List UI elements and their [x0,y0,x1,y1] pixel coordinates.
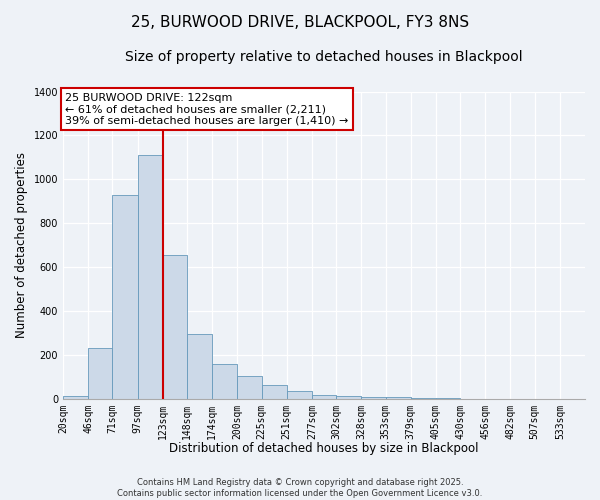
Bar [436,398,460,399]
Title: Size of property relative to detached houses in Blackpool: Size of property relative to detached ho… [125,50,523,64]
Bar [63,396,88,399]
Bar [163,255,187,399]
Bar [361,397,386,399]
Bar [187,334,212,399]
Text: Contains HM Land Registry data © Crown copyright and database right 2025.
Contai: Contains HM Land Registry data © Crown c… [118,478,482,498]
Y-axis label: Number of detached properties: Number of detached properties [15,152,28,338]
Bar [312,394,336,399]
Bar [137,156,163,399]
Bar [212,364,238,399]
Bar [287,392,312,399]
X-axis label: Distribution of detached houses by size in Blackpool: Distribution of detached houses by size … [169,442,479,455]
Bar [336,396,361,399]
Bar [88,348,112,399]
Bar [238,376,262,399]
Bar [386,397,410,399]
Text: 25 BURWOOD DRIVE: 122sqm
← 61% of detached houses are smaller (2,211)
39% of sem: 25 BURWOOD DRIVE: 122sqm ← 61% of detach… [65,92,349,126]
Bar [410,398,436,399]
Bar [112,195,137,399]
Bar [262,385,287,399]
Text: 25, BURWOOD DRIVE, BLACKPOOL, FY3 8NS: 25, BURWOOD DRIVE, BLACKPOOL, FY3 8NS [131,15,469,30]
